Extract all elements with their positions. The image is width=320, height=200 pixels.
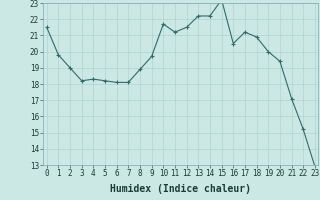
X-axis label: Humidex (Indice chaleur): Humidex (Indice chaleur) (110, 184, 251, 194)
